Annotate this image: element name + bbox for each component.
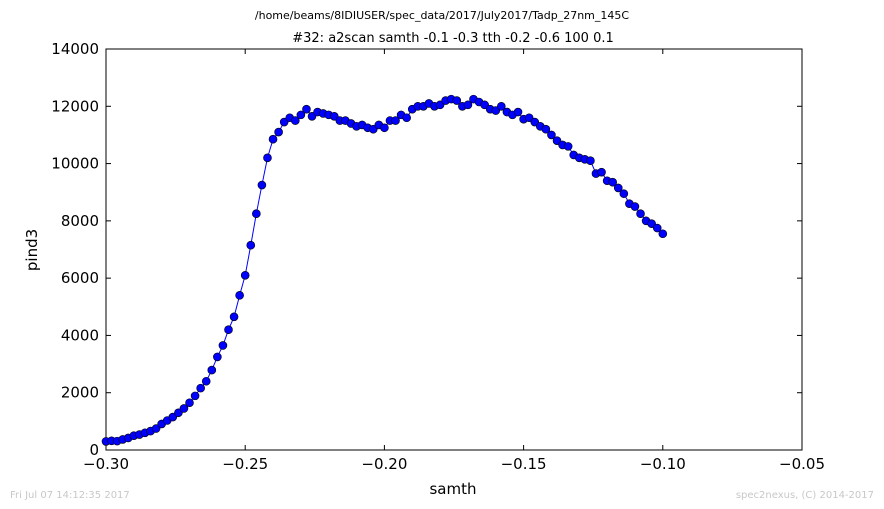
footer-credit: spec2nexus, (C) 2014-2017 xyxy=(736,490,874,501)
data-point xyxy=(263,153,272,163)
plot-frame xyxy=(105,48,803,451)
y-tick-label: 12000 xyxy=(51,97,99,115)
data-point xyxy=(541,124,551,134)
data-point xyxy=(179,404,189,413)
data-point xyxy=(235,291,244,300)
data-point xyxy=(274,127,283,137)
x-tick-label: −0.25 xyxy=(222,455,268,473)
series-layer xyxy=(101,94,668,446)
data-point xyxy=(207,365,217,375)
data-point xyxy=(547,130,556,140)
footer-timestamp: Fri Jul 07 14:12:35 2017 xyxy=(10,490,130,501)
x-tick-label: −0.30 xyxy=(83,455,129,473)
data-point xyxy=(613,183,623,193)
data-point xyxy=(636,209,645,218)
data-point xyxy=(497,101,506,111)
y-tick-label: 2000 xyxy=(61,384,99,402)
y-axis-label: pind3 xyxy=(23,229,41,271)
x-tick-label: −0.15 xyxy=(501,455,547,473)
data-point xyxy=(291,116,300,125)
y-tick-label: 14000 xyxy=(51,40,99,58)
data-point xyxy=(296,110,306,120)
data-point xyxy=(201,376,211,386)
x-axis-label: samth xyxy=(429,480,476,498)
data-point xyxy=(240,270,250,280)
data-point xyxy=(630,202,640,211)
data-point xyxy=(463,100,473,110)
y-tick-label: 0 xyxy=(89,441,99,459)
data-point xyxy=(402,113,411,123)
data-point xyxy=(268,134,278,144)
data-point xyxy=(452,96,462,105)
data-point xyxy=(229,312,239,322)
data-point xyxy=(597,167,606,177)
y-tick-label: 4000 xyxy=(61,326,99,344)
ticks-layer: −0.30 −0.25 −0.20 −0.15 −0.10 −0.05 0 2000 4000 6… xyxy=(51,40,825,473)
data-point xyxy=(246,240,256,250)
data-point xyxy=(652,223,662,233)
data-point xyxy=(252,209,261,218)
y-tick-label: 8000 xyxy=(61,212,99,230)
scan-title: #32: a2scan samth -0.1 -0.3 tth -0.2 -0.… xyxy=(292,31,614,46)
data-point xyxy=(302,104,311,114)
y-tick-label: 10000 xyxy=(51,155,99,173)
file-path-title: /home/beams/8IDIUSER/spec_data/2017/July… xyxy=(255,9,630,22)
data-point xyxy=(391,116,400,125)
x-tick-label: −0.10 xyxy=(640,455,686,473)
data-point xyxy=(185,398,194,408)
data-point xyxy=(257,180,267,190)
data-point xyxy=(513,107,523,117)
data-point xyxy=(218,341,228,350)
data-point xyxy=(586,156,595,166)
data-point xyxy=(224,325,233,335)
data-point xyxy=(151,424,161,433)
data-point xyxy=(213,352,222,362)
data-point xyxy=(608,177,617,187)
data-point xyxy=(190,391,200,401)
data-point xyxy=(619,189,629,198)
data-point xyxy=(196,383,205,393)
data-point xyxy=(380,123,389,133)
x-tick-label: −0.20 xyxy=(361,455,407,473)
data-point xyxy=(563,142,573,151)
x-tick-label: −0.05 xyxy=(779,455,825,473)
data-point xyxy=(658,229,668,239)
y-tick-label: 6000 xyxy=(61,269,99,287)
